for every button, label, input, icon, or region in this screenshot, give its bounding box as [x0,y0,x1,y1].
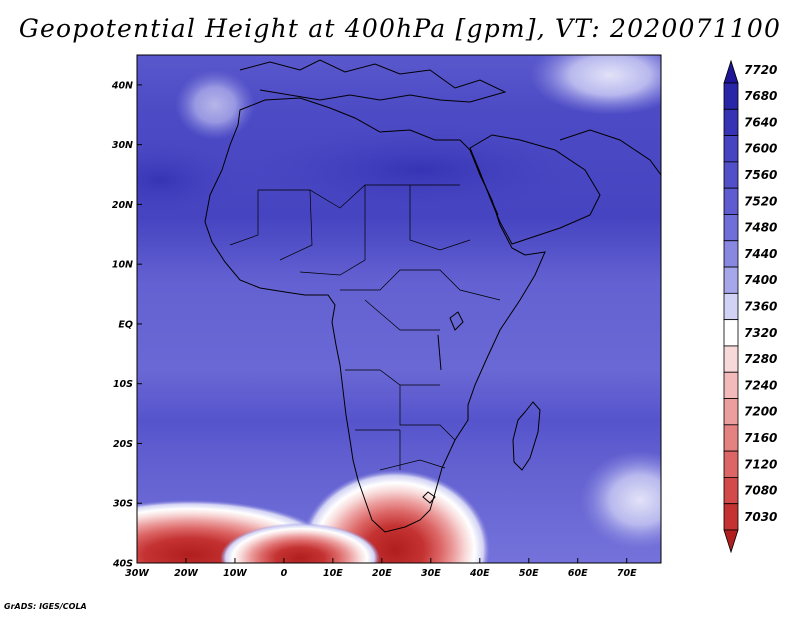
lat-tick-label: 10S [113,379,133,390]
colorbar-swatch [723,371,739,399]
lon-tick-label: 60E [568,568,588,579]
plot-frame [136,54,662,564]
lon-tick-label: 10E [323,568,343,579]
colorbar-label: 7160 [744,431,777,445]
lat-tick-label: 30N [112,140,133,151]
colorbar-label: 7360 [744,300,777,314]
lon-tick-label: 50E [519,568,539,579]
lat-tick-label: 40N [111,80,133,91]
colorbar-swatch [723,503,739,531]
colorbar-swatch [723,187,739,215]
lat-tick-label: 40S [112,559,133,570]
lat-tick-label: 20S [113,439,133,450]
lon-tick-label: 0 [281,568,288,579]
colorbar-top-arrow [723,59,739,84]
colorbar-swatch [723,135,739,163]
lake-victoria [449,311,464,331]
colorbar-label: 7280 [744,352,777,366]
persian-gulf-coastline [559,129,661,176]
colorbar-bottom-arrow [723,529,739,554]
lon-tick-label: 40E [469,568,490,579]
lat-tick-label: 10N [112,260,133,271]
colorbar-swatch [723,240,739,268]
lon-tick-label: 20E [372,568,392,579]
colorbar-swatch [723,82,739,110]
colorbar-label: 7480 [744,221,777,235]
country-borders [229,184,501,471]
colorbar-swatch [723,108,739,136]
colorbar-label: 7120 [744,457,777,471]
colorbar-swatch [723,477,739,505]
lon-tick-label: 20W [174,568,198,579]
colorbar-label: 7640 [744,115,777,129]
coastlines [204,59,661,533]
europe-coastline [239,59,507,103]
colorbar-swatch [723,319,739,347]
africa-coastline [204,97,546,533]
lat-tick-label: 30S [113,499,133,510]
grads-credit: GrADS: IGES/COLA [4,602,87,611]
colorbar-label: 7030 [744,510,777,524]
colorbar-label: 7200 [744,405,777,419]
colorbar-label: 7400 [744,273,777,287]
colorbar-swatch [723,266,739,294]
arabian-peninsula-coastline [469,134,601,245]
lat-tick-label: EQ [118,319,133,330]
southern-africa-highlands [422,491,436,504]
madagascar-coastline [512,401,541,471]
colorbar-swatch [723,450,739,478]
lat-tick-label: 20N [112,200,133,211]
colorbar-label: 7240 [744,378,777,392]
colorbar-label: 7520 [744,194,777,208]
colorbar-label: 7440 [744,247,777,261]
longitude-axis: 30W 20W 10W 0 10E 20E 30E 40E 50E 60E 70E [125,558,637,579]
colorbar-swatch [723,214,739,242]
colorbar-label: 7560 [744,168,777,182]
colorbar-label: 7080 [744,484,777,498]
colorbar-swatch [723,424,739,452]
latitude-axis: 40N 30N 20N 10N EQ 10S 20S 30S 40S [111,80,142,570]
colorbar-swatch [723,292,739,321]
lon-tick-label: 30W [125,568,149,579]
colorbar-swatch [723,398,739,426]
colorbar: 7720 7680 7640 7600 7560 7520 7480 7440 7400 7360… [723,59,777,554]
field-shading [137,55,661,563]
lon-tick-label: 30E [421,568,441,579]
colorbar-label: 7320 [744,326,777,340]
lake-tanganyika [437,334,442,371]
chart-title: Geopotential Height at 400hPa [gpm], VT:… [18,14,782,43]
colorbar-label: 7600 [744,142,777,156]
colorbar-swatch [723,161,739,189]
colorbar-label: 7680 [744,89,777,103]
red-sea-coastline [469,149,499,216]
colorbar-label: 7720 [744,63,777,77]
colorbar-swatch [723,345,739,373]
lon-tick-label: 10W [223,568,247,579]
lon-tick-label: 70E [617,568,637,579]
